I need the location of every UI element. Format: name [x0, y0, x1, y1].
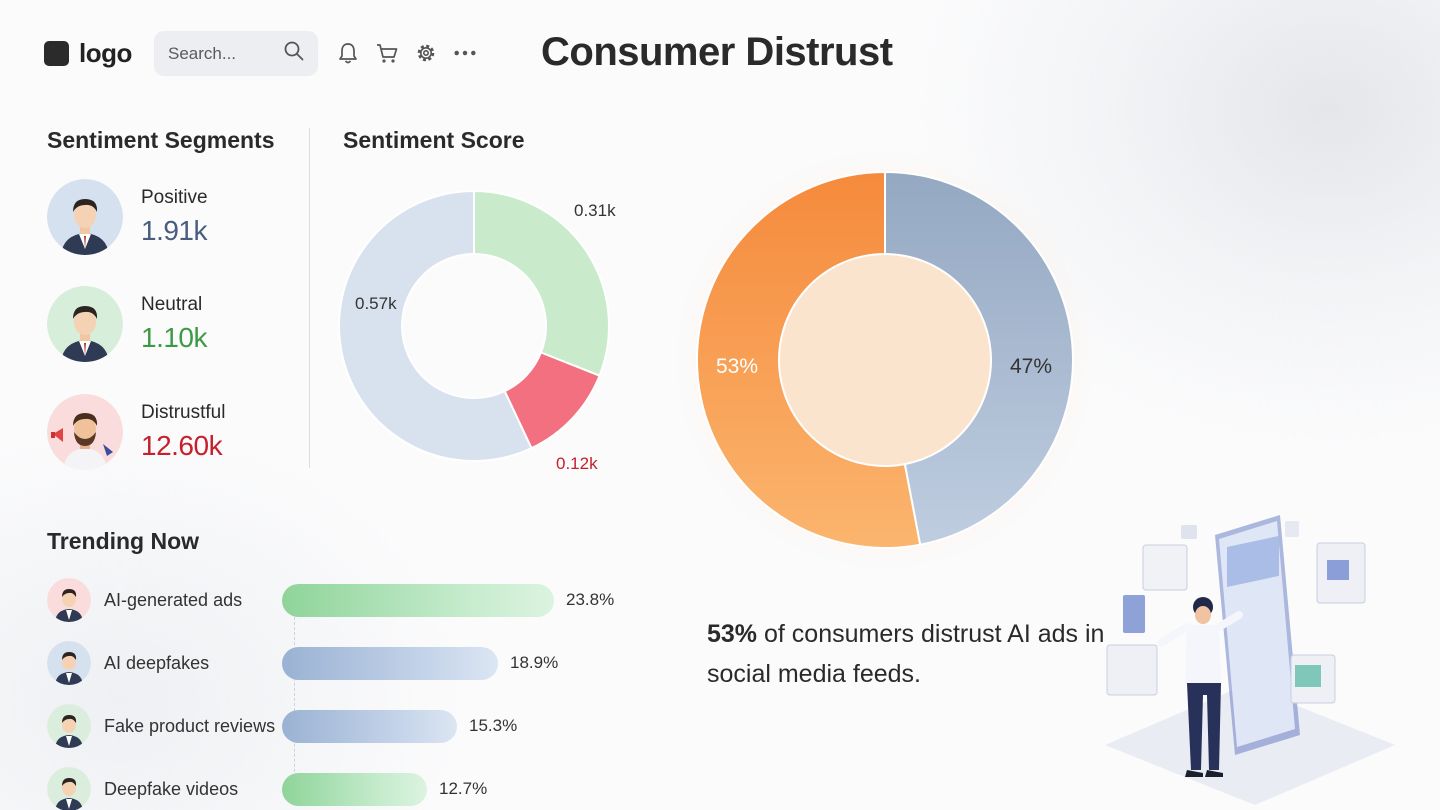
segment-label: Positive — [141, 187, 208, 208]
trend-value: 15.3% — [469, 716, 518, 735]
trend-label: AI-generated ads — [104, 590, 243, 610]
illustration-person-phone — [1105, 515, 1395, 805]
logo[interactable]: logo — [44, 38, 132, 69]
trend-value: 18.9% — [510, 653, 559, 672]
segment-value: 1.10k — [141, 322, 208, 353]
donut-slice-other — [884, 170, 1074, 546]
more-icon[interactable] — [453, 40, 477, 66]
donut-slice-distrust — [696, 170, 922, 549]
segment-label: Neutral — [141, 294, 203, 315]
search-box[interactable] — [154, 31, 318, 76]
trending-title: Trending Now — [47, 528, 200, 554]
logo-text: logo — [79, 38, 132, 68]
donut-slice-neutral — [338, 189, 533, 462]
sentiment-score-title: Sentiment Score — [343, 127, 525, 153]
list-item[interactable]: AI deepfakes 18.9% — [47, 641, 647, 687]
trend-value: 23.8% — [566, 590, 615, 609]
avatar — [47, 286, 123, 362]
distrust-donut — [663, 138, 1107, 582]
segment-distrustful[interactable]: Distrustful 12.60k — [47, 394, 225, 470]
avatar — [47, 641, 91, 685]
distrust-label-left: 53% — [716, 355, 759, 378]
distrust-label-right: 47% — [1010, 355, 1053, 378]
trend-value: 12.7% — [439, 779, 488, 798]
avatar — [47, 179, 123, 255]
trend-label: Deepfake videos — [104, 779, 239, 799]
avatar — [47, 394, 123, 470]
trend-label: AI deepfakes — [104, 653, 210, 673]
segments-title: Sentiment Segments — [47, 127, 275, 153]
stat-caption: 53% of consumers distrust AI ads in soci… — [707, 614, 1107, 694]
donut-slice-positive — [473, 189, 610, 377]
toolbar — [336, 40, 477, 66]
segment-neutral[interactable]: Neutral 1.10k — [47, 286, 208, 362]
sentiment-label-negative: 0.12k — [556, 454, 598, 473]
trend-bar — [282, 584, 554, 617]
segment-value: 1.91k — [141, 215, 207, 246]
avatar — [47, 767, 91, 810]
stat-highlight: 53% — [707, 620, 758, 648]
segment-label: Distrustful — [141, 402, 226, 423]
divider — [309, 128, 310, 468]
axis-line — [294, 617, 295, 787]
list-item[interactable]: AI-generated ads 23.8% — [47, 578, 647, 624]
stat-text: of consumers distrust AI ads in social m… — [707, 620, 1105, 688]
trend-bar — [282, 647, 498, 680]
sentiment-label-neutral: 0.57k — [355, 294, 397, 313]
search-icon[interactable] — [284, 41, 304, 66]
search-input[interactable] — [168, 43, 280, 64]
sentiment-score-donut — [338, 189, 610, 462]
page-title: Consumer Distrust — [541, 30, 893, 74]
logo-mark-icon — [44, 41, 69, 66]
bell-icon[interactable] — [336, 40, 360, 66]
list-item[interactable]: Fake product reviews 15.3% — [47, 704, 647, 750]
sentiment-label-positive: 0.31k — [574, 201, 616, 220]
trend-label: Fake product reviews — [104, 716, 276, 736]
trend-bar — [282, 710, 457, 743]
avatar — [47, 578, 91, 622]
cart-icon[interactable] — [375, 40, 399, 66]
gear-icon[interactable] — [414, 40, 438, 66]
list-item[interactable]: Deepfake videos 12.7% — [47, 767, 647, 810]
segment-value: 12.60k — [141, 430, 223, 461]
segment-positive[interactable]: Positive 1.91k — [47, 179, 208, 255]
avatar — [47, 704, 91, 748]
trend-bar — [282, 773, 427, 806]
